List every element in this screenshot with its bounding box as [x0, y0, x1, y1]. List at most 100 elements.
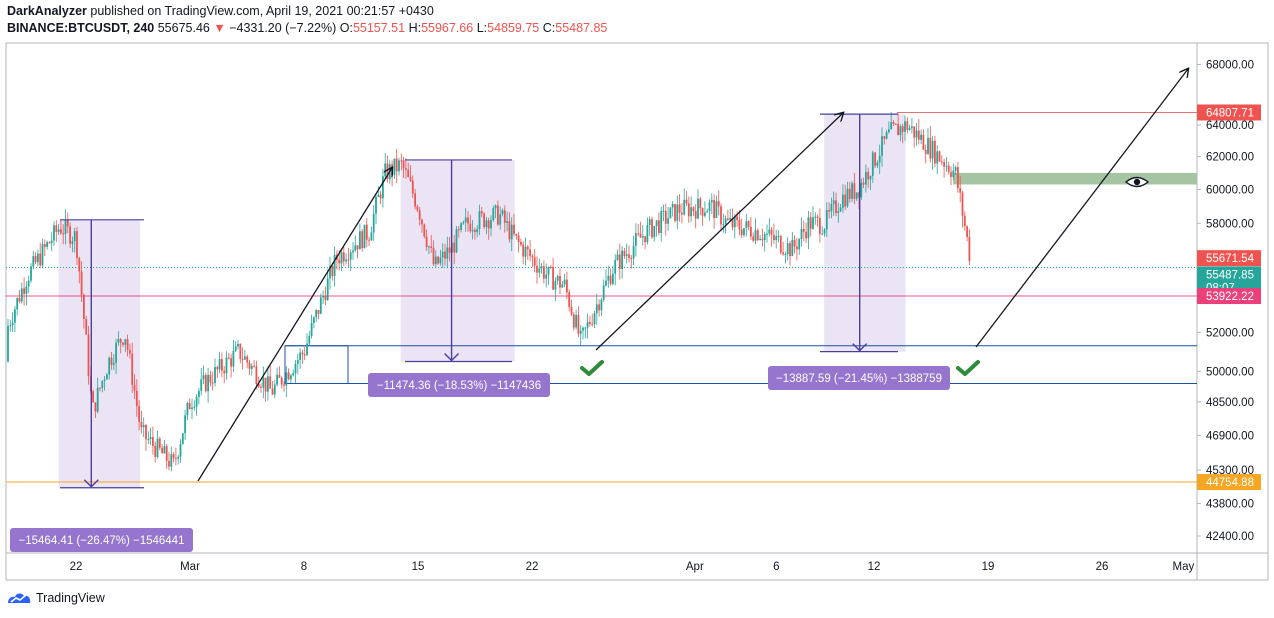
- candle-body: [441, 251, 444, 258]
- candle-body: [368, 239, 370, 241]
- candle-body: [798, 239, 801, 250]
- candle-body: [126, 339, 129, 350]
- candle-body: [731, 218, 734, 228]
- candle-body: [800, 228, 803, 240]
- candle-body: [883, 136, 886, 139]
- candle-body: [924, 149, 927, 154]
- published-text: published on TradingView.com, April 19, …: [90, 4, 434, 18]
- candle-body: [329, 266, 331, 279]
- candle-body: [878, 155, 881, 163]
- candle-body: [480, 211, 483, 214]
- candle-body: [110, 357, 113, 365]
- candle-body: [658, 220, 660, 234]
- candle-body: [503, 210, 506, 223]
- candle-body: [904, 121, 906, 132]
- candle-body: [639, 233, 642, 238]
- candle-body: [793, 239, 796, 247]
- axis-price-label: 44754.88: [1206, 477, 1254, 489]
- x-tick-label: May: [1173, 561, 1195, 573]
- candle-body: [7, 325, 9, 362]
- y-tick-label: 42400.00: [1206, 531, 1254, 543]
- candle-body: [651, 219, 653, 238]
- candle-body: [897, 124, 899, 136]
- y-tick-label: 50000.00: [1206, 366, 1254, 378]
- candle-body: [76, 231, 78, 258]
- candle-body: [303, 354, 306, 356]
- candle-body: [848, 188, 851, 199]
- tradingview-brand: TradingView: [36, 591, 105, 605]
- candle-body: [664, 210, 667, 224]
- candle-body: [23, 288, 25, 294]
- trend-arrow[interactable]: [197, 168, 392, 482]
- target-zone[interactable]: [953, 172, 1197, 185]
- candle-body: [244, 356, 246, 360]
- candle-body: [138, 406, 140, 422]
- author-name[interactable]: DarkAnalyzer: [7, 4, 87, 18]
- candle-body: [584, 327, 587, 329]
- candle-body: [430, 246, 433, 248]
- candle-body: [575, 315, 577, 328]
- eye-icon[interactable]: [1124, 176, 1150, 188]
- candle-body: [825, 210, 828, 230]
- candle-body: [708, 202, 711, 212]
- candle-body: [963, 215, 966, 227]
- measure-label-bg: [10, 528, 193, 552]
- candle-body: [842, 194, 844, 208]
- candle-body: [474, 229, 476, 233]
- candle-body: [152, 436, 154, 446]
- candle-body: [616, 254, 619, 261]
- candle-body: [823, 229, 826, 234]
- candle-body: [340, 252, 343, 264]
- candle-body: [867, 171, 870, 180]
- y-tick-label: 43800.00: [1206, 499, 1254, 511]
- tradingview-footer[interactable]: TradingView: [6, 591, 105, 605]
- candle-body: [572, 314, 575, 328]
- candle-body: [623, 250, 626, 257]
- candle-body: [809, 217, 812, 229]
- candle-body: [32, 256, 35, 267]
- candle-body: [791, 239, 794, 257]
- candle-body: [377, 194, 380, 197]
- candle-body: [499, 214, 502, 225]
- candle-body: [681, 212, 683, 215]
- candle-body: [605, 280, 607, 286]
- candle-body: [966, 226, 968, 238]
- candle-body: [508, 221, 511, 240]
- low-label: L:: [476, 21, 488, 35]
- price-range-box[interactable]: [400, 159, 515, 362]
- candle-body: [644, 236, 646, 243]
- candle-body: [796, 246, 798, 250]
- candle-body: [828, 210, 830, 212]
- candle-body: [501, 210, 504, 215]
- candle-body: [402, 160, 405, 169]
- candle-body: [131, 353, 134, 385]
- candle-body: [333, 254, 336, 277]
- candle-body: [313, 317, 315, 323]
- candle-body: [149, 436, 152, 440]
- candle-body: [48, 242, 51, 244]
- candle-body: [770, 229, 773, 235]
- candle-body: [269, 376, 272, 389]
- zone-box[interactable]: [284, 345, 349, 384]
- candle-body: [595, 304, 598, 314]
- candle-body: [278, 374, 281, 378]
- trend-arrow[interactable]: [595, 113, 843, 351]
- candle-body: [177, 456, 180, 459]
- candle-body: [591, 323, 594, 325]
- candle-body: [425, 236, 428, 247]
- candle-body: [598, 304, 600, 311]
- axis-price-label-bg: [1197, 288, 1261, 305]
- price-range-box[interactable]: [824, 114, 906, 352]
- x-tick-label: 15: [412, 561, 425, 573]
- price-range-box[interactable]: [58, 219, 141, 488]
- candle-body: [782, 252, 784, 255]
- candle-body: [319, 297, 322, 314]
- y-tick-label: 64000.00: [1206, 120, 1254, 132]
- trend-arrow[interactable]: [975, 69, 1188, 348]
- candle-body: [446, 247, 449, 259]
- candle-body: [248, 362, 251, 369]
- x-tick-label: 8: [301, 561, 307, 573]
- candle-body: [812, 217, 814, 229]
- candle-body: [239, 343, 242, 360]
